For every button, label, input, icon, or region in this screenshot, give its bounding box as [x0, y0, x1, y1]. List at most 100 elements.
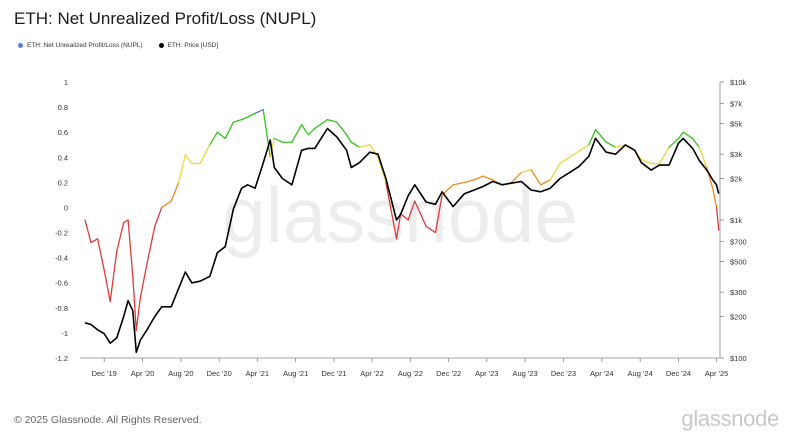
- nupl-line-segment: [224, 121, 235, 140]
- nupl-line-segment: [358, 144, 371, 148]
- nupl-line-segment: [395, 213, 402, 240]
- x-tick-label: Apr '22: [360, 369, 384, 378]
- price-line: [84, 127, 720, 354]
- nupl-line-segment: [668, 137, 680, 148]
- nupl-line-segment: [161, 200, 172, 209]
- x-tick-label: Dec '23: [551, 369, 576, 378]
- nupl-line-segment: [715, 206, 720, 231]
- nupl-line-segment: [314, 118, 329, 130]
- nupl-line-segment: [549, 162, 561, 181]
- nupl-line-segment: [170, 181, 180, 202]
- chart-title: ETH: Net Unrealized Profit/Loss (NUPL): [14, 9, 317, 28]
- y-right-tick-label: $3k: [730, 150, 742, 159]
- nupl-line-segment: [345, 134, 352, 143]
- legend: ETH: Net Unrealized Profit/Loss (NUPL) E…: [18, 42, 218, 49]
- x-tick-label: Dec '20: [207, 369, 232, 378]
- nupl-line-segment: [103, 269, 111, 303]
- nupl-line-segment: [698, 146, 708, 168]
- nupl-line-segment: [473, 175, 484, 181]
- nupl-line-segment: [123, 219, 129, 224]
- y-right-tick-label: $7k: [730, 99, 742, 108]
- y-left-tick-label: 0.6: [58, 128, 68, 137]
- nupl-line-segment: [425, 225, 437, 234]
- nupl-line-segment: [178, 154, 186, 184]
- x-tick-label: Aug '20: [168, 369, 193, 378]
- nupl-line-segment: [184, 154, 193, 165]
- nupl-line-segment: [300, 124, 309, 136]
- nupl-line-segment: [240, 116, 249, 121]
- nupl-line-segment: [559, 156, 571, 165]
- nupl-line-segment: [139, 263, 148, 299]
- y-left-tick-label: 1: [64, 78, 68, 87]
- nupl-line-segment: [511, 171, 522, 184]
- nupl-line-segment: [568, 150, 580, 158]
- x-tick-label: Apr '23: [475, 369, 499, 378]
- nupl-line-segment: [377, 156, 387, 184]
- nupl-line-segment: [135, 297, 142, 332]
- nupl-line-segment: [109, 250, 118, 303]
- nupl-line-segment: [291, 124, 303, 143]
- x-tick-label: Dec '22: [436, 369, 461, 378]
- legend-swatch-price: [158, 43, 164, 48]
- x-tick-label: Apr '24: [590, 369, 614, 378]
- nupl-line-segment: [216, 131, 226, 140]
- y-left-tick-label: -0.4: [55, 254, 68, 263]
- nupl-line-segment: [385, 181, 398, 240]
- nupl-line-segment: [452, 181, 466, 186]
- nupl-line-segment: [307, 127, 316, 136]
- nupl-line-segment: [326, 118, 338, 123]
- nupl-line-segment: [350, 141, 361, 148]
- y-right-tick-label: $700: [730, 237, 747, 246]
- y-left-tick-label: 0.8: [58, 103, 68, 112]
- nupl-line-segment: [336, 121, 348, 136]
- nupl-line-segment: [463, 179, 475, 184]
- nupl-line-segment: [199, 144, 211, 165]
- legend-item-nupl[interactable]: ETH: Net Unrealized Profit/Loss (NUPL): [18, 42, 143, 49]
- nupl-line-segment: [154, 206, 163, 227]
- x-tick-label: Aug '22: [398, 369, 423, 378]
- nupl-line-segment: [640, 159, 652, 165]
- nupl-line-segment: [273, 137, 284, 143]
- x-tick-label: Dec '19: [92, 369, 117, 378]
- y-right-tick-label: $5k: [730, 120, 742, 129]
- nupl-line-segment: [232, 118, 243, 123]
- y-left-tick-label: -0.6: [55, 279, 68, 288]
- y-right-tick-label: $200: [730, 312, 747, 321]
- legend-item-price[interactable]: ETH: Price [USD]: [158, 42, 219, 49]
- x-tick-label: Aug '21: [283, 369, 308, 378]
- copyright-text: © 2025 Glassnode. All Rights Reserved.: [14, 414, 202, 426]
- nupl-line-segment: [399, 213, 409, 221]
- nupl-line-segment: [262, 108, 271, 158]
- nupl-line-segment: [712, 187, 718, 209]
- nupl-line-segment: [127, 219, 134, 278]
- x-tick-label: Apr '20: [131, 369, 155, 378]
- nupl-line-segment: [614, 144, 627, 148]
- nupl-line-segment: [246, 112, 256, 118]
- nupl-line-segment: [254, 108, 264, 115]
- nupl-line-segment: [434, 194, 443, 234]
- nupl-line-segment: [692, 137, 700, 148]
- legend-label-price: ETH: Price [USD]: [167, 42, 219, 49]
- nupl-line-segment: [269, 137, 275, 158]
- x-tick-label: Aug '23: [513, 369, 538, 378]
- y-left-tick-label: 0.2: [58, 178, 68, 187]
- y-right-tick-label: $500: [730, 258, 747, 267]
- x-tick-label: Apr '21: [246, 369, 270, 378]
- nupl-line-segment: [116, 221, 125, 253]
- y-left-tick-label: -0.8: [55, 304, 68, 313]
- nupl-line-segment: [677, 131, 684, 140]
- nupl-line-segment: [540, 179, 551, 186]
- x-tick-label: Aug '24: [628, 369, 653, 378]
- nupl-line-segment: [369, 144, 379, 158]
- nupl-line-segment: [605, 141, 617, 148]
- x-tick-label: Apr '25: [705, 369, 729, 378]
- y-right-tick-label: $10k: [730, 78, 747, 87]
- nupl-line-segment: [520, 169, 532, 173]
- y-right-tick-label: $100: [730, 354, 747, 363]
- y-left-tick-label: -1.2: [55, 354, 68, 363]
- nupl-line-segment: [594, 129, 607, 143]
- y-left-tick-label: 0.4: [58, 153, 68, 162]
- y-right-tick-label: $1k: [730, 216, 742, 225]
- nupl-line-segment: [90, 238, 99, 244]
